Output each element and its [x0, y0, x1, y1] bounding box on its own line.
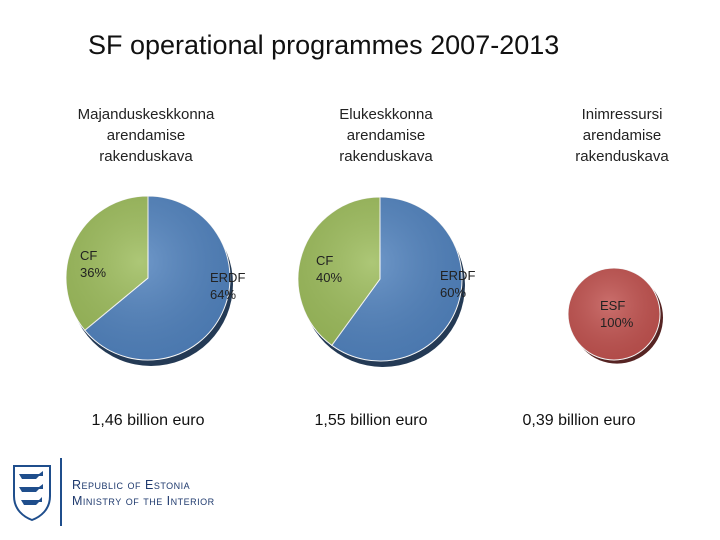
pie-2-label-erdf-value: 60%	[440, 285, 466, 300]
coat-of-arms-logo	[13, 465, 51, 522]
chart-3-title-line-1: Inimressursi	[581, 106, 663, 123]
chart-2-total: 1,55 billion euro	[314, 412, 428, 429]
chart-3-title: Inimressursi arendamise rakenduskava	[522, 104, 720, 167]
chart-2-title-line-3: rakenduskava	[339, 148, 433, 165]
page-title: SF operational programmes 2007-2013	[88, 30, 560, 60]
chart-3-title-line-2: arendamise	[582, 127, 662, 144]
pie-1-label-erdf-value: 64%	[210, 287, 236, 302]
pie-3-gloss	[568, 268, 660, 360]
chart-2-title-line-1: Elukeskkonna	[339, 106, 433, 123]
pie-2-gloss	[298, 197, 462, 361]
footer-line-1: Republic of Estonia	[72, 478, 191, 492]
pie-3-label-esf-value: 100%	[600, 315, 634, 330]
chart-2-title: Elukeskkonna arendamise rakenduskava	[286, 104, 486, 167]
chart-2-title-line-2: arendamise	[346, 127, 426, 144]
footer-line-2: Ministry of the Interior	[72, 494, 215, 508]
pie-1-label-erdf-name: ERDF	[210, 270, 245, 285]
pie-2-label-cf-name: CF	[316, 253, 333, 268]
chart-1-title-line-1: Majanduskeskkonna	[77, 106, 215, 123]
chart-1-title-line-3: rakenduskava	[99, 148, 193, 165]
footer-divider	[60, 458, 62, 526]
chart-1-total: 1,46 billion euro	[91, 412, 205, 429]
chart-1-title: Majanduskeskkonna arendamise rakenduskav…	[46, 104, 246, 167]
pie-3-label-esf-name: ESF	[600, 298, 625, 313]
pie-2-label-cf-value: 40%	[316, 270, 342, 285]
chart-3-total: 0,39 billion euro	[522, 412, 636, 429]
chart-3-title-line-3: rakenduskava	[575, 148, 669, 165]
chart-1-title-line-2: arendamise	[106, 127, 186, 144]
pie-1-label-cf-value: 36%	[80, 265, 106, 280]
pie-1-gloss	[66, 196, 230, 360]
pie-2-label-erdf-name: ERDF	[440, 268, 475, 283]
pie-1-label-cf-name: CF	[80, 248, 97, 263]
